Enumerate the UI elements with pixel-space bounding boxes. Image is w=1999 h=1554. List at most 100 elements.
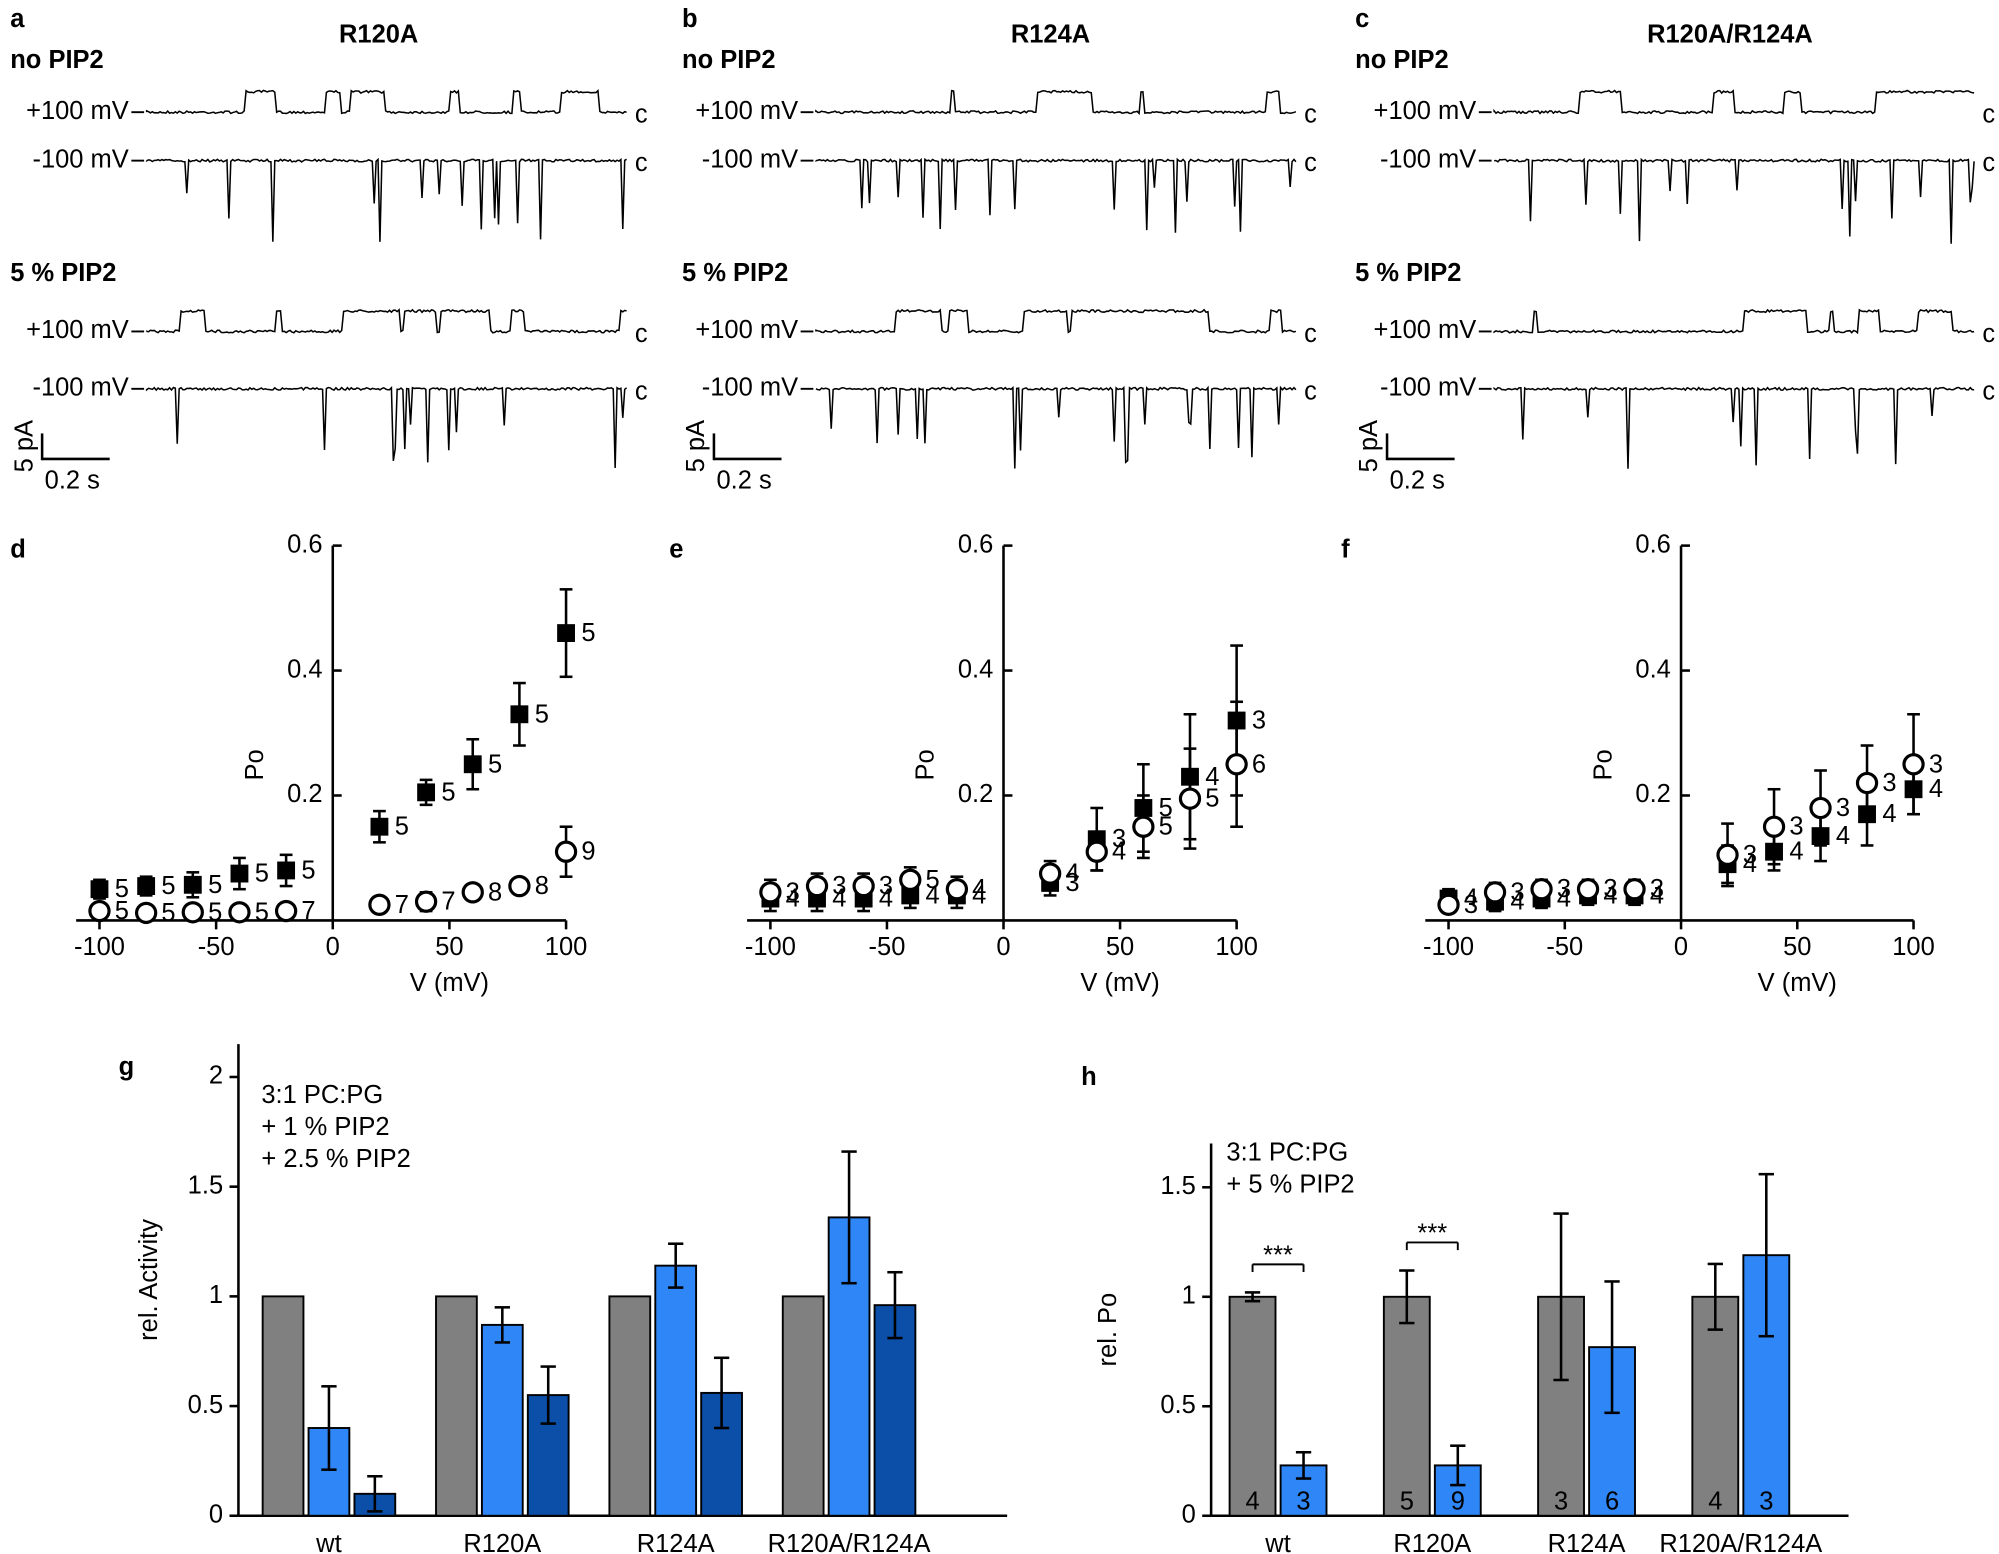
bar [1691,1295,1740,1517]
n-label: 9 [1451,1488,1465,1516]
n-label: 3 [832,872,846,900]
n-label: 5 [208,871,222,899]
condition-label: 5 % PIP2 [10,259,116,287]
n-label: 3 [1789,813,1803,841]
bar [435,1295,478,1517]
panel-label: d [10,535,26,563]
panel-label: c [1355,5,1369,33]
x-tick-label: -100 [745,933,796,961]
n-label: 4 [1510,888,1524,916]
n-label: 7 [395,891,409,919]
legend-entry: + 5 % PIP2 [1226,1170,1354,1198]
x-tick-label: -50 [198,933,235,961]
square-marker [370,817,389,836]
closed-label: c [1304,101,1317,129]
x-axis-title: V (mV) [410,969,489,997]
voltage-label: +100 mV [1374,316,1477,344]
n-label: 3 [1510,878,1524,906]
n-label: 4 [1112,838,1126,866]
bar [781,1295,825,1517]
n-label: 4 [1836,822,1850,850]
n-label: 3 [786,878,800,906]
y-axis-title: rel. Po [1094,1293,1122,1367]
x-tick-label: -50 [1546,933,1583,961]
n-label: 3 [1929,750,1943,778]
n-label: 3 [1759,1488,1773,1516]
x-tick-label: R124A [637,1530,715,1554]
n-label: 4 [879,885,893,913]
n-label: 3 [1650,875,1664,903]
x-tick-label: R120A/R124A [768,1530,931,1554]
circle-marker [1178,787,1202,810]
current-trace [1493,386,1975,469]
scale-label: 0.2 s [716,467,771,495]
current-trace [145,157,627,242]
current-trace [815,385,1297,469]
circle-marker [759,881,782,904]
x-tick-label: wt [1264,1530,1291,1554]
square-marker [510,705,529,724]
legend-entry: 3:1 PC:PG [1226,1138,1348,1166]
circle-marker [1085,840,1108,863]
n-label: 4 [1245,1488,1259,1516]
x-axis-title: V (mV) [1080,969,1159,997]
circle-marker [134,901,158,925]
circle-marker [1225,753,1248,776]
legend-entry: 3:1 PC:PG [261,1081,383,1109]
circle-marker [805,874,829,898]
n-label: 4 [1464,885,1478,913]
significance-label: *** [1263,1241,1293,1269]
square-marker [183,875,202,894]
x-tick-label: R124A [1548,1530,1626,1554]
bar [261,1295,305,1517]
n-label: 4 [1882,800,1896,828]
bar [1228,1295,1277,1517]
x-axis-title: V (mV) [1758,969,1837,997]
voltage-label: -100 mV [32,374,128,402]
circle-marker [1716,843,1739,866]
bar [480,1323,524,1517]
current-trace [1493,89,1975,115]
circle-marker [1132,815,1155,838]
square-marker [417,783,436,802]
circle-marker [1576,878,1600,901]
scale-label: 5 pA [682,420,710,472]
closed-label: c [635,377,648,405]
circle-marker [88,899,111,923]
panel-title: R120A/R124A [1647,20,1813,48]
bar [873,1304,917,1517]
circle-marker [945,878,969,901]
x-tick-label: 50 [1783,933,1811,961]
x-tick-label: R120A [463,1530,541,1554]
x-tick-label: 100 [1215,933,1258,961]
n-label: 5 [115,897,129,925]
closed-label: c [1982,377,1995,405]
condition-label: no PIP2 [1355,46,1448,74]
n-label: 5 [395,813,409,841]
n-label: 3 [1112,825,1126,853]
n-label: 5 [301,856,315,884]
voltage-label: +100 mV [26,97,129,125]
scale-label: 5 pA [1355,420,1383,472]
x-tick-label: 0 [1674,933,1688,961]
closed-label: c [1304,320,1317,348]
n-label: 3 [1603,875,1617,903]
voltage-label: -100 mV [1380,374,1476,402]
n-label: 8 [535,872,549,900]
condition-label: 5 % PIP2 [682,259,788,287]
y-tick-label: 0.4 [1635,655,1670,683]
y-tick-label: 0.5 [188,1391,223,1419]
n-label: 3 [879,872,893,900]
n-label: 3 [1836,794,1850,822]
condition-label: 5 % PIP2 [1355,259,1461,287]
voltage-label: -100 mV [702,374,798,402]
n-label: 4 [1789,838,1803,866]
bar [1382,1295,1431,1517]
x-tick-label: wt [315,1530,342,1554]
n-label: 4 [832,885,846,913]
x-tick-label: R120A/R124A [1659,1530,1822,1554]
circle-marker [1902,753,1925,776]
closed-label: c [1982,320,1995,348]
n-label: 7 [441,888,455,916]
n-label: 4 [786,885,800,913]
